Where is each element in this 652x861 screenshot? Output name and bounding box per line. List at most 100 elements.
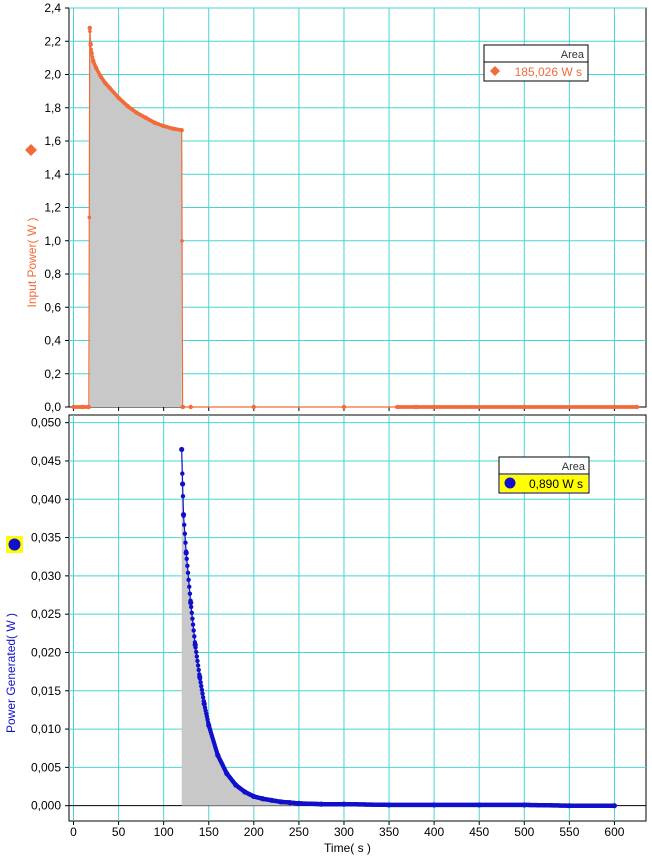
y-tick-label: 1,6: [44, 134, 61, 148]
y-tick-label: 0,2: [44, 367, 61, 381]
y-axis-label: Power Generated( W ): [4, 613, 18, 733]
data-point: [199, 683, 204, 689]
data-point: [194, 654, 200, 659]
data-point: [183, 540, 188, 545]
data-point: [191, 628, 196, 633]
data-point: [71, 404, 76, 410]
data-point: [116, 95, 121, 100]
data-point: [91, 59, 96, 64]
x-tick-label: 100: [154, 825, 174, 839]
x-tick-label: 300: [334, 825, 354, 839]
legend-value: 0,890 W s: [529, 477, 583, 491]
legend: Area 185,026 W s: [483, 44, 589, 82]
y-tick-label: 0,4: [44, 334, 61, 348]
y-tick-label: 0,8: [44, 267, 61, 281]
data-point: [192, 642, 198, 648]
data-point: [200, 695, 206, 700]
data-point: [200, 691, 205, 696]
data-point: [86, 404, 92, 410]
data-point: [188, 604, 194, 610]
data-point: [198, 680, 203, 685]
data-point: [87, 215, 92, 220]
data-point: [184, 556, 189, 562]
x-axis-label: Time( s ): [324, 841, 371, 855]
data-point: [88, 42, 93, 47]
data-point: [190, 622, 196, 627]
data-point: [612, 404, 617, 410]
data-point: [180, 471, 185, 476]
data-point: [87, 25, 92, 31]
data-point: [186, 577, 191, 582]
x-tick-label: 150: [199, 825, 219, 839]
y-axis-label: Input Power( W ): [25, 217, 39, 307]
data-point: [189, 610, 194, 615]
data-point: [197, 674, 203, 680]
data-point: [395, 404, 401, 410]
data-point: [185, 570, 191, 576]
legend: Area 0,890 W s: [498, 456, 590, 494]
data-point: [201, 701, 207, 707]
data-point: [242, 789, 248, 795]
y-tick-label: 1,8: [44, 101, 61, 115]
data-point: [611, 803, 618, 809]
data-point: [196, 667, 201, 673]
chart-panel-2: 0,000 0,005 0,010 0,015 0,020 0,025 0,030 0,035…: [4, 414, 647, 855]
data-point: [287, 800, 293, 806]
data-point: [192, 634, 197, 639]
y-tick-label: 0,030: [31, 569, 61, 583]
y-tick-label: 1,0: [44, 234, 61, 248]
data-point: [269, 797, 275, 803]
x-tick-label: 600: [604, 825, 624, 839]
legend-title: Area: [561, 49, 585, 61]
data-point: [413, 404, 419, 410]
data-point: [102, 80, 108, 86]
legend-title: Area: [562, 461, 586, 473]
data-point: [143, 115, 148, 120]
data-point: [179, 481, 186, 487]
y-tick-label: 0,035: [31, 531, 61, 545]
circle-marker-icon: [8, 538, 21, 551]
data-point: [206, 722, 212, 728]
data-point: [233, 782, 239, 788]
y-tick-label: 2,2: [44, 34, 61, 48]
y-tick-label: 0,005: [31, 760, 61, 774]
data-point: [224, 770, 230, 777]
data-point: [187, 591, 193, 596]
data-point: [566, 803, 572, 809]
data-point: [634, 404, 640, 410]
data-point: [194, 649, 199, 655]
x-tick-label: 400: [424, 825, 444, 839]
y-tick-label: 0,045: [31, 454, 61, 468]
data-point: [88, 29, 92, 34]
data-point: [98, 73, 103, 79]
legend-diamond-icon: [490, 66, 500, 76]
data-point: [195, 658, 200, 664]
data-point: [125, 103, 130, 109]
legend-box: [483, 44, 589, 82]
data-point: [182, 531, 188, 536]
legend-highlight: [500, 475, 588, 492]
data-point: [522, 404, 527, 410]
data-point: [521, 802, 527, 808]
data-point: [161, 123, 166, 129]
x-tick-label: 0: [70, 825, 77, 839]
data-point: [134, 110, 139, 115]
y-tick-label: 0,050: [31, 416, 61, 430]
data-point: [215, 752, 221, 758]
data-point: [107, 85, 112, 91]
y-tick-label: 0,010: [31, 722, 61, 736]
diamond-marker-icon: [25, 144, 37, 156]
data-point: [179, 446, 185, 453]
x-tick-label: 550: [559, 825, 579, 839]
data-point: [260, 796, 266, 802]
x-tick-label: 50: [112, 825, 126, 839]
data-point: [251, 793, 257, 800]
legend-circle-icon: [504, 477, 516, 489]
y-tick-label: 0,0: [44, 400, 61, 414]
data-point: [180, 511, 187, 518]
y-tick-label: 0,6: [44, 300, 61, 314]
data-point: [195, 663, 201, 668]
data-point: [187, 584, 192, 589]
x-tick-label: 450: [469, 825, 489, 839]
